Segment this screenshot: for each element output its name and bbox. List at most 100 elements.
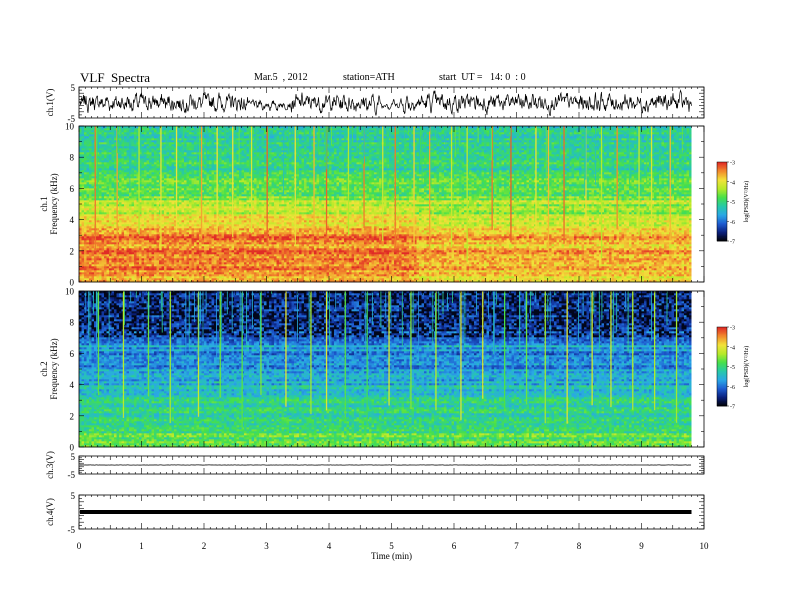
ch1-spectrogram-streak: [229, 126, 230, 147]
ch1-spectrogram-streak: [117, 126, 118, 153]
ch2-spectrogram-ytick-label: 0: [70, 443, 75, 453]
ch1-spectrogram-streak: [225, 126, 226, 157]
ch1-spectrogram-spike: [548, 126, 549, 262]
ch1-spectrogram-streak: [546, 126, 547, 192]
ch2-spectrogram-streak: [232, 291, 233, 332]
ch1-spectrogram-colorbar-label: log(PSD)(V²/Hz): [743, 181, 750, 222]
x-tick-label: 1: [139, 541, 144, 551]
ch2-spectrogram-colorbar-label: log(PSD)(V²/Hz): [743, 346, 750, 387]
ch1-spectrogram-streak: [411, 126, 412, 142]
ch1-spectrogram-ytick-label: 2: [70, 246, 75, 256]
ch1-spectrogram-streak: [208, 126, 209, 133]
x-tick-label: 2: [202, 541, 207, 551]
ch2-spectrogram-spike: [460, 291, 461, 420]
x-tick-label: 7: [514, 541, 519, 551]
ch2-spectrogram-streak: [547, 291, 548, 321]
ch2-spectrogram-spike: [567, 291, 568, 424]
ch2-spectrogram-spike: [345, 291, 346, 418]
ch1-spectrogram-spike: [232, 126, 233, 237]
ch1-spectrogram-streak: [294, 126, 295, 160]
ch1-spectrogram-spike: [251, 126, 252, 233]
ch2-spectrogram-streak: [194, 291, 195, 322]
ch1-spectrogram-streak: [249, 126, 250, 174]
ch2-spectrogram-spike: [592, 291, 593, 405]
ch1-spectrogram-streak: [573, 126, 574, 140]
ch2-spectrogram-streak: [593, 291, 594, 314]
ch1-spectrogram-streak: [646, 126, 647, 183]
ch2-spectrogram-streak: [189, 291, 190, 350]
ch2-spectrogram-streak: [335, 291, 336, 309]
vlf-spectra-figure: 5-5ch.1(V)0246810ch.1 Frequency (kHz)-3-4…: [0, 0, 792, 612]
ch2-spectrogram-spike: [545, 291, 546, 423]
ch1-spectrogram-streak: [239, 126, 240, 165]
ch2-spectrogram-streak: [242, 291, 243, 335]
ch2-spectrogram-streak: [93, 291, 94, 314]
ch2-spectrogram-streak: [447, 291, 448, 310]
ch1-spectrogram-streak: [559, 126, 560, 158]
ch2-spectrogram-ytick-label: 2: [70, 411, 75, 421]
ch2-spectrogram-colorbar-tick-label: -3: [730, 326, 735, 332]
ch2-spectrogram-streak: [496, 291, 497, 305]
ch1-spectrogram-spike: [670, 126, 671, 240]
ch2-spectrogram-streak: [602, 291, 603, 320]
ch1-spectrogram-streak: [319, 126, 320, 142]
x-axis-label: Time (min): [371, 551, 412, 561]
ch1-spectrogram-streak: [668, 126, 669, 190]
ch1-spectrogram-streak: [166, 126, 167, 152]
ch1-waveform-ytick-top: 5: [71, 83, 76, 93]
ch1-spectrogram-streak: [402, 126, 403, 130]
ch1-spectrogram-streak: [569, 126, 570, 168]
ch2-spectrogram-streak: [435, 291, 436, 338]
ch1-spectrogram-streak: [432, 126, 433, 138]
ch1-spectrogram-streak: [197, 126, 198, 166]
ch1-spectrogram-streak: [459, 126, 460, 145]
ch2-spectrogram-streak: [520, 291, 521, 352]
ch1-spectrogram-streak: [90, 126, 91, 133]
ch1-spectrogram-streak: [419, 126, 420, 173]
ch1-spectrogram-streak: [357, 126, 358, 156]
ch2-spectrogram-spike: [410, 291, 411, 409]
ch1-waveform-trace: [80, 90, 692, 115]
ch2-spectrogram-spike: [123, 291, 124, 418]
ch2-spectrogram-streak: [327, 291, 328, 310]
ch2-spectrogram-streak: [130, 291, 131, 302]
ch2-spectrogram-streak: [583, 291, 584, 317]
ch2-spectrogram-streak: [613, 291, 614, 321]
ch1-spectrogram-streak: [595, 126, 596, 185]
ch1-spectrogram-streak: [460, 126, 461, 194]
ch1-spectrogram-streak: [390, 126, 391, 140]
ch1-spectrogram-streak: [256, 126, 257, 177]
ch1-spectrogram-streak: [318, 126, 319, 155]
ch1-spectrogram-streak: [252, 126, 253, 186]
ch4-waveform-ytick-top: 5: [71, 491, 76, 501]
ch2-spectrogram-streak: [625, 291, 626, 309]
ch2-spectrogram-streak: [616, 291, 617, 332]
ch2-spectrogram-streak: [88, 291, 89, 335]
ch1-spectrogram-streak: [682, 126, 683, 152]
ch2-spectrogram-streak: [578, 291, 579, 342]
ch1-spectrogram-streak: [491, 126, 492, 161]
x-tick-label: 10: [700, 541, 710, 551]
ch2-spectrogram-spike: [482, 291, 483, 399]
x-tick-label: 8: [577, 541, 582, 551]
ch2-spectrogram-streak: [149, 291, 150, 316]
ch1-spectrogram-streak: [97, 126, 98, 194]
ch3-waveform-ytick-top: 5: [71, 452, 76, 462]
ch1-spectrogram-streak: [678, 126, 679, 157]
x-tick-label: 3: [264, 541, 269, 551]
ch1-spectrogram-spike: [651, 126, 652, 237]
ch2-spectrogram-streak: [438, 291, 439, 320]
ch1-spectrogram-streak: [685, 126, 686, 154]
ch2-spectrogram-streak: [459, 291, 460, 351]
ch1-spectrogram-streak: [183, 126, 184, 137]
ch2-spectrogram-streak: [590, 291, 591, 341]
ch2-spectrogram-streak: [162, 291, 163, 333]
ch1-spectrogram-streak: [445, 126, 446, 151]
x-tick-label: 0: [77, 541, 82, 551]
x-tick-label: 4: [327, 541, 332, 551]
ch2-spectrogram-streak: [93, 291, 94, 294]
ch2-spectrogram-ylabel: ch.2: [39, 361, 49, 376]
ch1-spectrogram-streak: [429, 126, 430, 132]
ch1-spectrogram-streak: [422, 126, 423, 183]
ch1-spectrogram-spike: [638, 126, 639, 235]
